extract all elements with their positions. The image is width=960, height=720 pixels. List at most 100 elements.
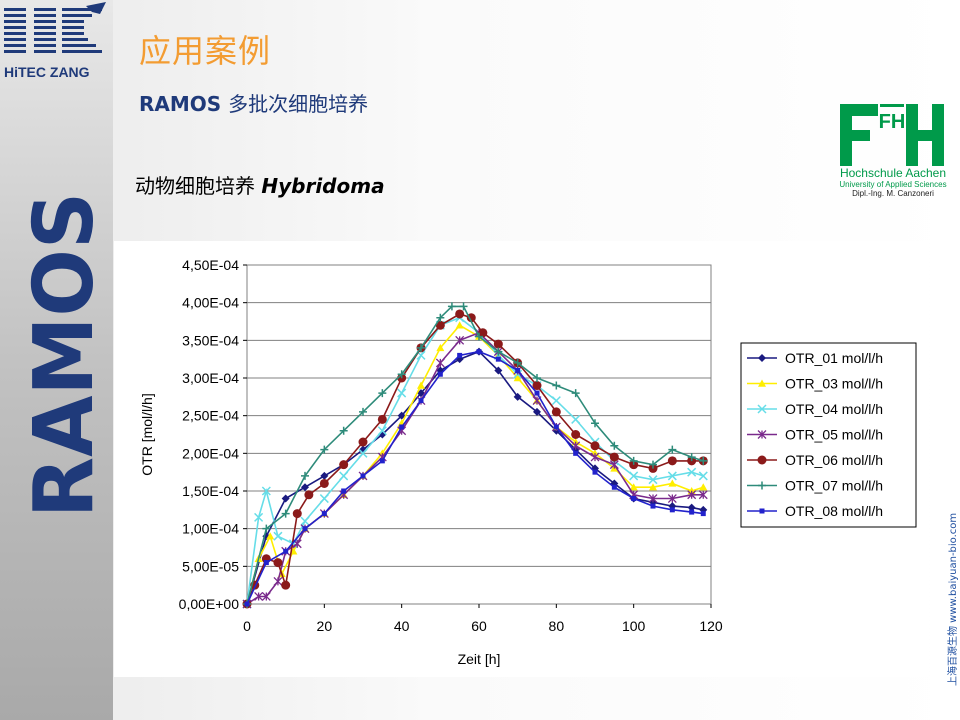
slide-title: 应用案例: [139, 32, 272, 70]
data-point: [687, 490, 697, 500]
data-point: [455, 335, 465, 345]
data-point: [551, 396, 561, 406]
section-label: 动物细胞培养 Hybridoma: [135, 170, 385, 199]
data-point: [689, 509, 695, 515]
legend-entry: OTR_04 mol/l/h: [747, 401, 883, 417]
data-point: [591, 419, 599, 428]
data-point: [757, 404, 767, 414]
data-point: [397, 388, 407, 398]
data-point: [609, 460, 619, 470]
data-point: [455, 355, 464, 364]
fh-tagline: University of Applied Sciences: [839, 180, 947, 189]
data-point: [551, 407, 561, 417]
data-point: [436, 343, 445, 352]
data-point: [244, 601, 250, 607]
data-point: [359, 407, 367, 416]
data-point: [281, 494, 290, 503]
data-point: [302, 526, 308, 532]
data-point: [573, 450, 579, 456]
data-point: [397, 370, 406, 379]
data-point: [273, 576, 283, 586]
data-point: [339, 426, 348, 435]
data-point: [687, 453, 696, 462]
data-point: [417, 381, 425, 389]
data-point: [669, 507, 675, 513]
data-point: [611, 484, 617, 490]
data-point: [513, 358, 522, 367]
data-point: [513, 392, 522, 401]
data-point: [668, 445, 677, 454]
legend-label: OTR_05 mol/l/h: [785, 427, 883, 443]
data-point: [360, 473, 366, 479]
data-point: [261, 592, 271, 601]
data-point: [301, 483, 309, 492]
x-tick-label: 60: [471, 618, 487, 634]
data-point: [758, 379, 766, 387]
data-point: [320, 471, 329, 480]
data-point: [534, 390, 540, 396]
data-point: [319, 494, 329, 504]
x-tick-label: 100: [622, 618, 646, 634]
data-point: [571, 430, 581, 439]
data-point: [533, 374, 541, 382]
data-point: [629, 471, 639, 481]
data-point: [417, 343, 425, 352]
data-point: [300, 516, 310, 526]
data-point: [631, 496, 637, 502]
x-tick-label: 40: [394, 618, 410, 634]
data-point: [757, 430, 767, 439]
series-7: [244, 349, 706, 607]
y-tick-label: 5,00E-05: [182, 558, 239, 574]
data-point: [648, 494, 658, 503]
data-point: [261, 486, 271, 496]
legend-entry: OTR_06 mol/l/h: [747, 452, 883, 468]
data-point: [436, 313, 445, 322]
data-point: [687, 467, 697, 477]
y-tick-label: 2,00E-04: [182, 445, 239, 461]
data-point: [377, 426, 387, 436]
data-point: [292, 509, 302, 519]
subtitle-cn: 多批次细胞培养: [228, 92, 369, 116]
data-point: [379, 458, 385, 464]
brand-logo-text: HiTEC ZANG: [4, 64, 90, 80]
data-point: [758, 354, 766, 362]
legend-entry: OTR_08 mol/l/h: [747, 503, 883, 519]
data-point: [283, 548, 289, 554]
data-point: [553, 424, 559, 430]
data-point: [321, 511, 327, 517]
data-point: [399, 424, 405, 430]
data-point: [435, 320, 445, 330]
series-line: [246, 305, 704, 605]
data-point: [437, 371, 443, 377]
x-axis-label: Zeit [h]: [458, 651, 501, 667]
x-tick-label: 0: [243, 618, 251, 634]
data-point: [494, 366, 503, 375]
data-point: [700, 511, 706, 517]
data-point: [304, 490, 314, 500]
data-point: [758, 481, 766, 490]
data-point: [435, 358, 445, 368]
x-tick-label: 120: [699, 618, 723, 634]
legend-entry: OTR_03 mol/l/h: [747, 376, 883, 392]
data-point: [494, 347, 503, 356]
data-point: [447, 302, 456, 311]
data-point: [699, 505, 708, 514]
data-point: [341, 488, 347, 494]
data-point: [455, 309, 465, 319]
data-point: [378, 389, 387, 398]
ramos-vertical-wordmark: RAMOS: [26, 192, 106, 518]
x-tick-label: 80: [549, 618, 565, 634]
section-label-cn: 动物细胞培养: [135, 174, 255, 198]
data-point: [667, 471, 677, 481]
data-point: [495, 356, 501, 362]
data-point: [648, 475, 658, 485]
data-point: [358, 448, 368, 458]
data-point: [457, 352, 463, 358]
y-tick-label: 0,00E+00: [179, 596, 240, 612]
x-tick-label: 20: [317, 618, 333, 634]
data-point: [649, 483, 657, 491]
series-6: [243, 302, 708, 608]
data-point: [281, 580, 291, 590]
legend-label: OTR_08 mol/l/h: [785, 503, 883, 519]
data-point: [377, 414, 387, 424]
